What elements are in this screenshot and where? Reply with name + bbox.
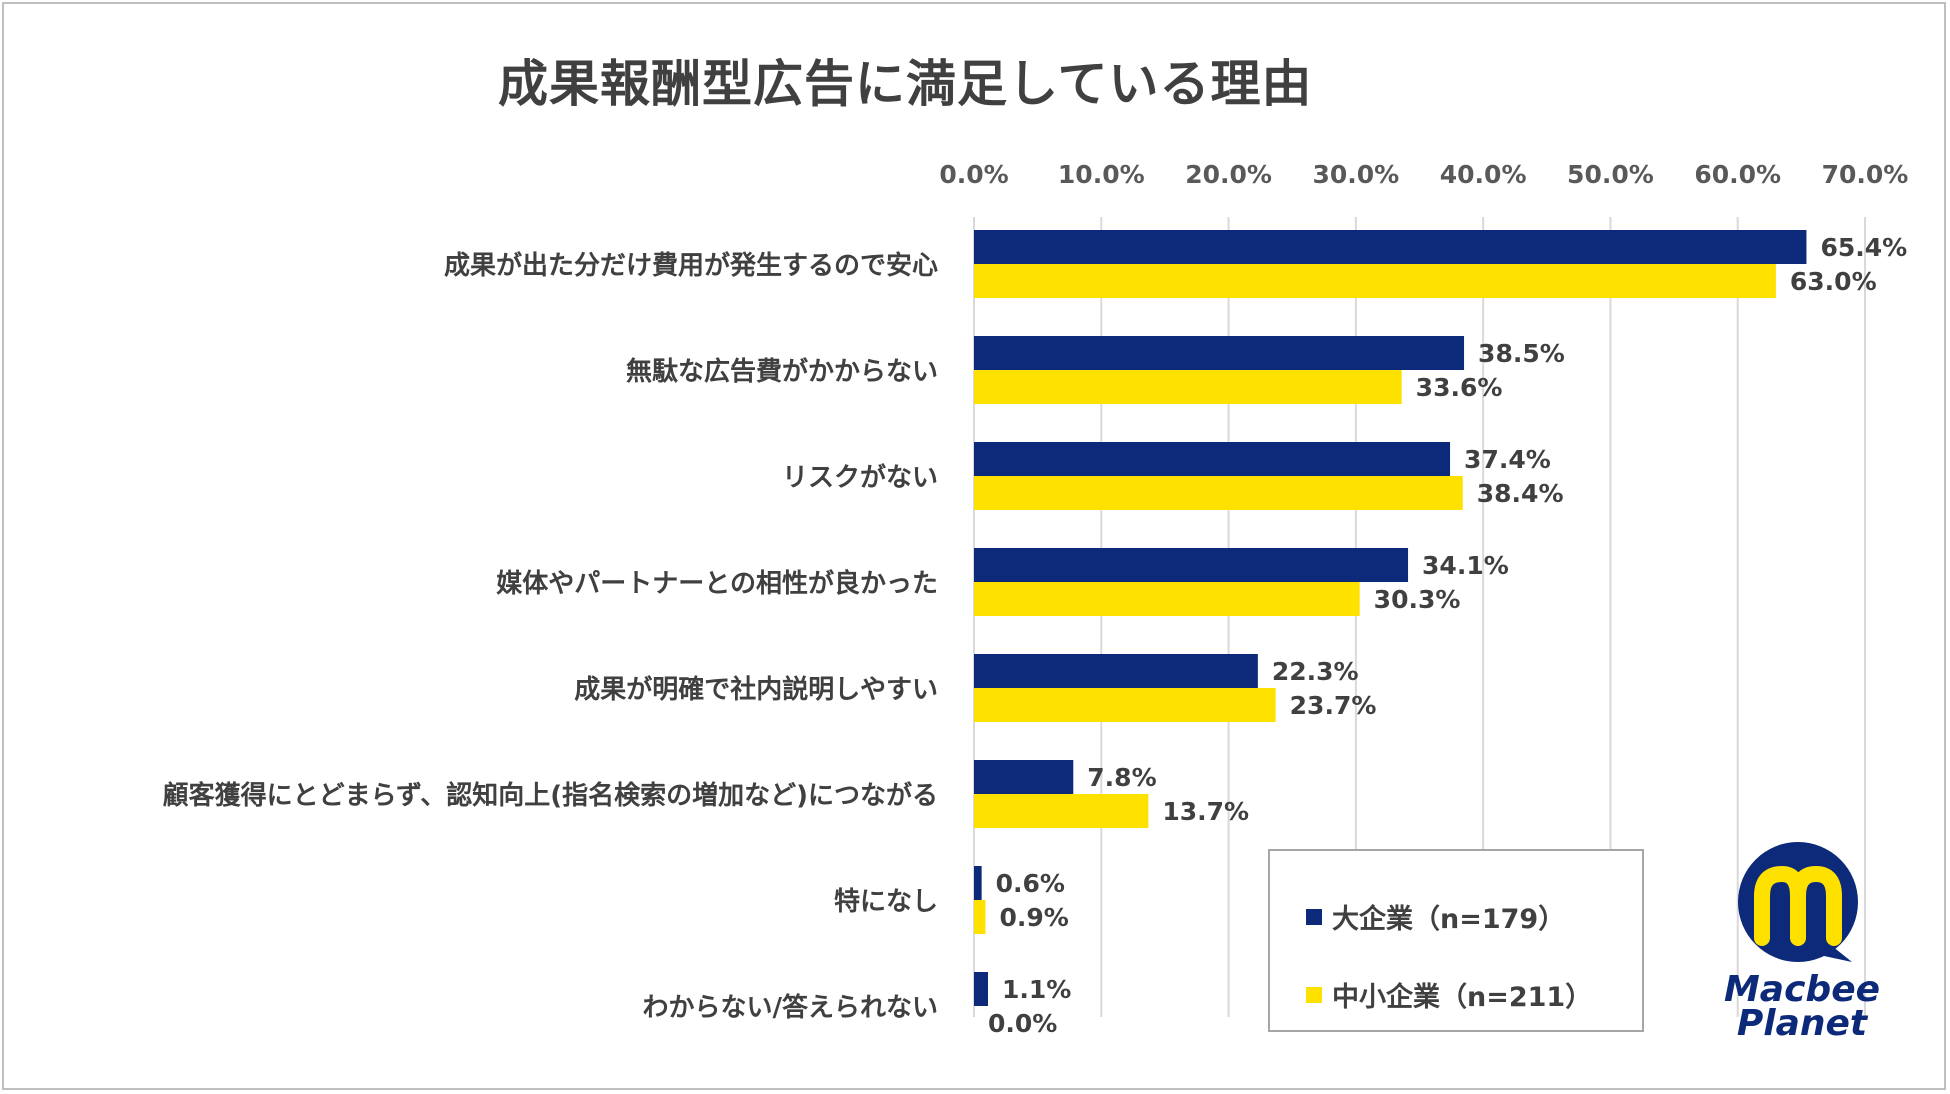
category-label: 無駄な広告費がかからない [626, 356, 938, 387]
data-label: 0.0% [988, 1009, 1057, 1038]
data-label: 13.7% [1162, 797, 1249, 826]
x-tick-label: 10.0% [1058, 160, 1145, 189]
bar-small [974, 688, 1276, 722]
x-tick-label: 70.0% [1822, 160, 1909, 189]
legend: 大企業（n=179） 中小企業（n=211） [1268, 849, 1644, 1032]
data-label: 30.3% [1374, 585, 1461, 614]
category-label: 特になし [834, 886, 938, 917]
bar-large [974, 548, 1409, 582]
chart-title: 成果報酬型広告に満足している理由 [498, 55, 1313, 113]
bar-large [974, 760, 1074, 794]
data-label: 38.5% [1478, 339, 1565, 368]
legend-item-small: 中小企業（n=211） [1306, 975, 1592, 1014]
macbee-planet-logo: Macbee Planet [1712, 838, 1892, 1042]
category-label: リスクがない [782, 462, 938, 493]
data-label: 34.1% [1422, 551, 1509, 580]
category-label: わからない/答えられない [643, 992, 939, 1023]
bar-small [974, 794, 1149, 828]
category-label: 顧客獲得にとどまらず、認知向上(指名検索の増加など)につながる [163, 780, 938, 811]
data-label: 7.8% [1087, 763, 1156, 792]
data-label: 33.6% [1416, 373, 1503, 402]
macbee-logo-icon [1738, 842, 1858, 962]
x-tick-label: 0.0% [939, 160, 1008, 189]
data-label: 0.9% [999, 903, 1068, 932]
x-tick-label: 30.0% [1312, 160, 1399, 189]
x-tick-label: 40.0% [1440, 160, 1527, 189]
bar-large [974, 866, 982, 900]
data-label: 22.3% [1272, 657, 1359, 686]
data-label: 0.6% [996, 869, 1065, 898]
data-label: 23.7% [1290, 691, 1377, 720]
bar-small [974, 370, 1402, 404]
logo-text-line2: Planet [1736, 1003, 1868, 1044]
category-label: 成果が出た分だけ費用が発生するので安心 [444, 250, 938, 281]
bar-large [974, 230, 1807, 264]
bar-small [974, 582, 1360, 616]
data-label: 63.0% [1790, 267, 1877, 296]
bar-large [974, 336, 1465, 370]
x-tick-label: 60.0% [1694, 160, 1781, 189]
bar-small [974, 264, 1776, 298]
legend-swatch-small [1306, 986, 1322, 1003]
legend-label-large: 大企業（n=179） [1332, 904, 1566, 935]
bar-large [974, 654, 1258, 688]
category-label: 成果が明確で社内説明しやすい [574, 674, 938, 705]
bar-small [974, 476, 1463, 510]
data-label: 1.1% [1002, 975, 1071, 1004]
data-label: 37.4% [1464, 445, 1551, 474]
x-tick-label: 50.0% [1567, 160, 1654, 189]
bar-small [974, 900, 986, 934]
category-label: 媒体やパートナーとの相性が良かった [496, 568, 938, 599]
legend-label-small: 中小企業（n=211） [1332, 982, 1593, 1013]
legend-swatch-large [1306, 908, 1322, 925]
data-label: 65.4% [1820, 233, 1907, 262]
bar-large [974, 972, 989, 1006]
legend-item-large: 大企業（n=179） [1306, 897, 1565, 936]
x-tick-label: 20.0% [1185, 160, 1272, 189]
data-label: 38.4% [1477, 479, 1564, 508]
bar-large [974, 442, 1451, 476]
logo-text-line1: Macbee [1723, 969, 1881, 1010]
